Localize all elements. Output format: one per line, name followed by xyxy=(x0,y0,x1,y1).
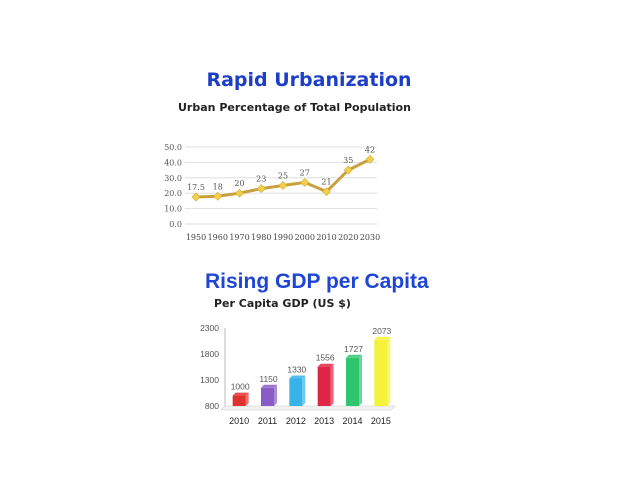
x-tick-label: 2010 xyxy=(316,233,336,242)
bar xyxy=(289,378,303,406)
x-tick-label: 1960 xyxy=(208,233,228,242)
x-tick-label: 2014 xyxy=(342,416,362,426)
x-tick-label: 2015 xyxy=(371,416,391,426)
y-tick-label: 40.0 xyxy=(164,158,182,167)
bar-top xyxy=(261,384,277,388)
x-tick-label: 1990 xyxy=(273,233,293,242)
x-tick-label: 2011 xyxy=(258,416,277,426)
data-label: 1330 xyxy=(287,364,306,374)
y-tick-label: 2300 xyxy=(200,323,219,333)
x-tick-label: 2020 xyxy=(338,233,358,242)
urbanization-subtitle: Urban Percentage of Total Population xyxy=(178,101,411,114)
data-label: 27 xyxy=(300,168,310,177)
data-label: 17.5 xyxy=(187,183,205,192)
data-label: 1000 xyxy=(231,382,250,392)
data-label: 1556 xyxy=(316,353,335,363)
x-tick-label: 2013 xyxy=(314,416,334,426)
bar xyxy=(346,357,359,406)
y-tick-label: 0.0 xyxy=(169,220,182,229)
bar-top xyxy=(232,392,249,396)
y-tick-label: 1800 xyxy=(200,349,219,359)
chart-floor xyxy=(220,405,396,411)
x-tick-label: 2000 xyxy=(295,233,315,242)
x-tick-label: 2030 xyxy=(360,233,380,242)
bar-top xyxy=(374,336,391,340)
data-point xyxy=(213,191,223,201)
y-tick-label: 1300 xyxy=(200,375,219,385)
bar-top xyxy=(317,363,334,367)
y-tick-label: 50.0 xyxy=(164,143,182,152)
bar-side xyxy=(330,363,334,406)
y-tick-label: 20.0 xyxy=(164,189,182,198)
data-label: 23 xyxy=(256,175,266,184)
bar xyxy=(261,387,274,406)
data-point xyxy=(235,188,244,198)
data-label: 1727 xyxy=(344,344,363,354)
bar-side xyxy=(274,384,277,406)
data-label: 35 xyxy=(343,156,353,165)
x-tick-label: 1950 xyxy=(186,233,206,242)
data-point xyxy=(343,165,353,175)
bar-side xyxy=(387,336,391,406)
gdp-title: Rising GDP per Capita xyxy=(205,270,429,293)
gdp-subtitle: Per Capita GDP (US $) xyxy=(214,297,351,310)
gdp-bar-chart: 800 1300 1800 2300 1000 2010 1150 2011 1330 2012 1… xyxy=(200,323,396,426)
bar-side xyxy=(302,375,306,406)
data-point xyxy=(278,181,288,190)
data-point xyxy=(191,192,201,202)
bar-top xyxy=(289,375,306,379)
bar-top xyxy=(346,354,362,358)
data-label: 2073 xyxy=(372,326,391,336)
data-point xyxy=(256,184,266,194)
data-point xyxy=(365,154,375,164)
urbanization-title: Rapid Urbanization xyxy=(206,69,412,91)
x-tick-label: 2010 xyxy=(229,416,249,426)
x-tick-label: 2012 xyxy=(286,416,306,426)
bar xyxy=(317,366,331,406)
bar-side xyxy=(245,392,249,406)
data-point xyxy=(322,187,331,197)
y-tick-label: 800 xyxy=(205,401,219,411)
bar xyxy=(232,395,246,406)
data-label: 42 xyxy=(365,145,375,154)
bar xyxy=(374,339,388,406)
data-label: 25 xyxy=(278,172,288,181)
y-tick-label: 30.0 xyxy=(164,174,182,183)
data-label: 18 xyxy=(213,182,223,191)
bar-side xyxy=(359,354,362,406)
x-tick-label: 1970 xyxy=(229,233,249,242)
data-label: 1150 xyxy=(259,374,278,384)
x-tick-label: 1980 xyxy=(251,233,271,242)
data-label: 21 xyxy=(321,178,331,187)
data-label: 20 xyxy=(234,179,244,188)
y-tick-label: 10.0 xyxy=(164,205,182,214)
data-point xyxy=(300,177,310,187)
